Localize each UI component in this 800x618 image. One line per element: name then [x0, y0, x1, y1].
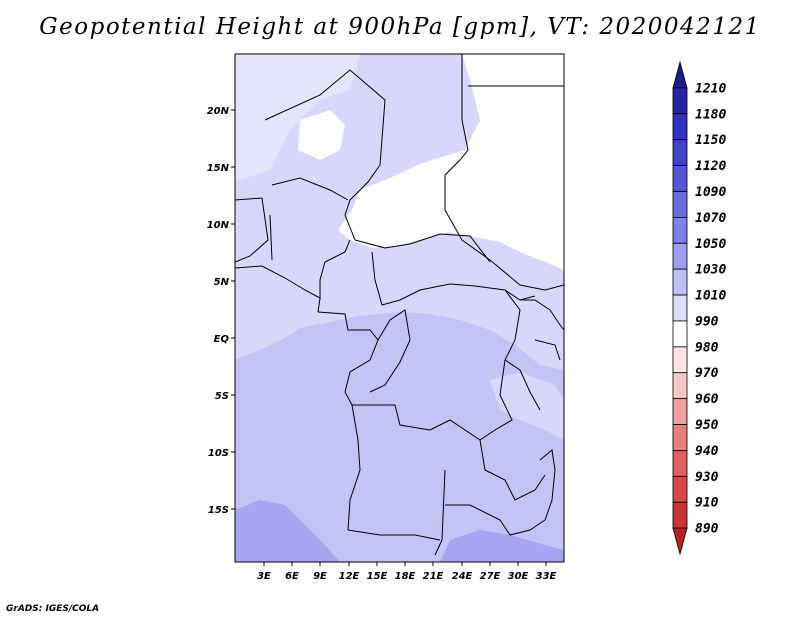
lat-labels: 20N 15N 10N 5N EQ 5S 10S 15S [207, 106, 230, 516]
map-frame [234, 53, 565, 563]
colorbar-swatch [672, 501, 688, 529]
colorbar-label: 980 [695, 340, 719, 355]
colorbar-label: 1050 [695, 237, 726, 252]
colorbar-swatch [672, 398, 688, 425]
colorbar-swatch [672, 139, 688, 166]
lat-label: 5N [214, 277, 230, 288]
height-band-1050-south [440, 530, 564, 562]
colorbar-label: 950 [695, 418, 719, 433]
lat-label: 15S [208, 505, 229, 516]
lon-label: 21E [423, 571, 444, 582]
colorbar-swatch [672, 113, 688, 141]
lon-label: 30E [508, 571, 529, 582]
colorbar-swatch [672, 87, 688, 115]
colorbar-swatch [672, 60, 688, 89]
colorbar-swatch [672, 346, 688, 374]
colorbar-swatch [672, 372, 688, 400]
height-band-1050 [235, 500, 340, 562]
colorbar-label: 910 [695, 496, 719, 511]
lat-label: 10S [208, 448, 229, 459]
colorbar-label: 890 [695, 522, 719, 537]
colorbar-swatch [672, 268, 688, 296]
colorbar-label: 1180 [695, 107, 726, 122]
lat-label: 10N [207, 220, 230, 231]
colorbar-label: 1090 [695, 185, 726, 200]
colorbar-label: 970 [695, 366, 719, 381]
country-borders [235, 54, 564, 556]
colorbar-swatch [672, 450, 688, 477]
colorbar-swatch [672, 294, 688, 322]
height-band-1010-north [235, 54, 360, 180]
height-band-990 [338, 54, 564, 270]
colorbar-swatch [672, 242, 688, 270]
grads-credit: GrADS: IGES/COLA [6, 604, 100, 614]
lat-label: 5S [215, 391, 229, 402]
colorbar-label: 940 [695, 444, 719, 459]
colorbar-label: 1120 [695, 159, 726, 174]
lat-label: EQ [214, 334, 230, 345]
colorbar-label: 1070 [695, 211, 726, 226]
lon-label: 9E [313, 571, 327, 582]
height-band-1030 [235, 312, 564, 562]
colorbar-label: 930 [695, 470, 719, 485]
colorbar: 1210 1180 1150 1120 1090 1070 1050 1030 1010 990 9… [672, 60, 726, 556]
lon-label: 33E [536, 571, 557, 582]
lon-label: 27E [480, 571, 501, 582]
lon-labels: 3E 6E 9E 12E 15E 18E 21E 24E 27E 30E 33E [257, 571, 556, 582]
colorbar-swatch [672, 165, 688, 192]
colorbar-label: 960 [695, 392, 719, 407]
lat-label: 15N [207, 163, 230, 174]
colorbar-swatch [672, 424, 688, 451]
colorbar-label: 1010 [695, 289, 726, 304]
map-area [235, 54, 564, 562]
colorbar-label: 1030 [695, 263, 726, 278]
lon-axis [263, 562, 547, 566]
colorbar-label: 1210 [695, 81, 726, 96]
colorbar-label: 1150 [695, 133, 726, 148]
lon-label: 18E [395, 571, 416, 582]
lon-label: 24E [452, 571, 473, 582]
chart-title: Geopotential Height at 900hPa [gpm], VT:… [39, 14, 761, 40]
height-band-990-patch [298, 110, 345, 160]
lon-label: 6E [285, 571, 299, 582]
lat-axis [231, 109, 235, 510]
colorbar-swatch [672, 191, 688, 218]
lon-label: 3E [257, 571, 271, 582]
colorbar-label: 990 [695, 314, 719, 329]
colorbar-swatch [672, 527, 688, 556]
colorbar-swatch [672, 320, 688, 348]
colorbar-swatch [672, 216, 688, 244]
colorbar-swatch [672, 475, 688, 503]
lat-label: 20N [207, 106, 230, 117]
height-band-1030-patch [490, 372, 564, 440]
lon-label: 12E [339, 571, 360, 582]
lon-label: 15E [367, 571, 388, 582]
